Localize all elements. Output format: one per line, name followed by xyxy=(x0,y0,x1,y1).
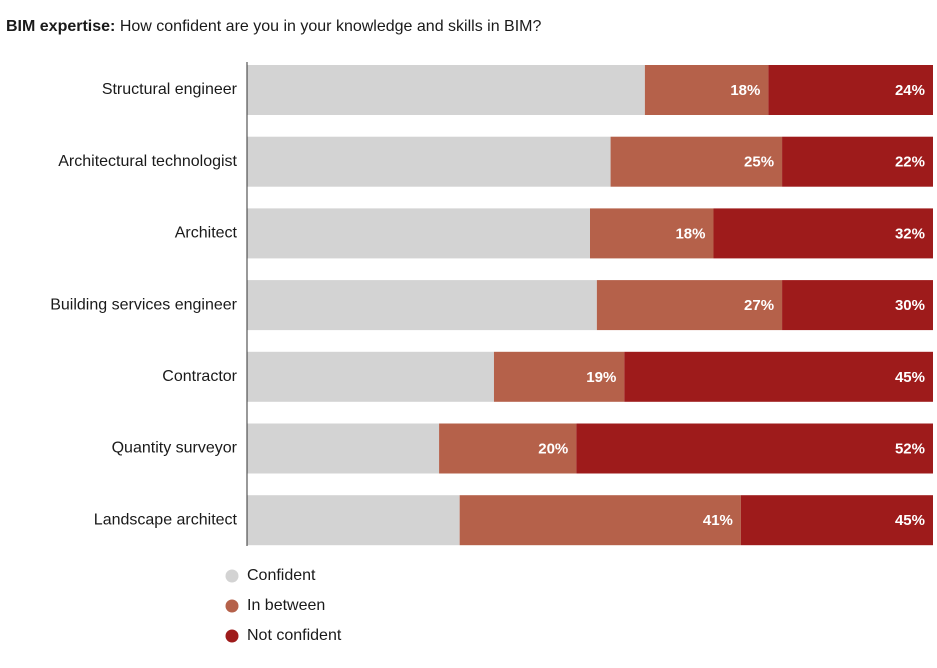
value-label: 30% xyxy=(895,297,925,314)
bar-segment xyxy=(782,280,933,331)
value-label: 22% xyxy=(895,154,925,171)
y-tick-label: Architect xyxy=(175,225,238,242)
bar-segment xyxy=(247,423,440,474)
y-tick-label: Architectural technologist xyxy=(58,153,237,170)
bar-segment xyxy=(493,351,625,402)
legend-label: Confident xyxy=(247,567,316,584)
bar-segment xyxy=(624,351,933,402)
title: BIM expertise: xyxy=(6,18,115,35)
legend-label: Not confident xyxy=(247,627,342,644)
value-label: 32% xyxy=(895,225,925,242)
bar-segment xyxy=(247,208,590,259)
bar-segment xyxy=(247,136,611,187)
value-label: 25% xyxy=(744,154,774,171)
legend-swatch xyxy=(225,569,239,583)
y-tick-label: Contractor xyxy=(162,368,237,385)
value-label: 20% xyxy=(538,440,568,457)
bar-segment xyxy=(439,423,577,474)
subtitle: How confident are you in your knowledge … xyxy=(120,18,542,35)
value-label: 19% xyxy=(586,369,616,386)
bar-segment xyxy=(247,65,645,115)
bar-segment xyxy=(590,208,714,259)
y-tick-label: Building services engineer xyxy=(50,296,237,313)
bar-segment xyxy=(768,65,933,115)
bar-segment xyxy=(740,495,933,546)
bar-segment xyxy=(576,423,933,474)
plot xyxy=(247,65,933,546)
legend-label: In between xyxy=(247,597,325,614)
value-label: 24% xyxy=(895,82,925,99)
bar-segment xyxy=(713,208,933,259)
bar-segment xyxy=(782,136,933,187)
bar-segment xyxy=(247,280,597,331)
legend-swatch xyxy=(225,629,239,643)
value-label: 52% xyxy=(895,440,925,457)
legend-swatch xyxy=(225,599,239,613)
value-label: 45% xyxy=(895,369,925,386)
value-label: 45% xyxy=(895,512,925,529)
value-label: 18% xyxy=(730,82,760,99)
value-label: 41% xyxy=(703,512,733,529)
bar-segment xyxy=(644,65,769,115)
chart-title: BIM expertise: How confident are you in … xyxy=(6,18,541,35)
bar-segment xyxy=(596,280,783,331)
y-tick-label: Quantity surveyor xyxy=(112,440,238,457)
value-label: 18% xyxy=(675,225,705,242)
y-tick-label: Landscape architect xyxy=(94,511,238,528)
value-label: 27% xyxy=(744,297,774,314)
bar-segment xyxy=(610,136,783,187)
y-tick-label: Structural engineer xyxy=(102,81,238,98)
bar-segment xyxy=(247,351,494,402)
bar-segment xyxy=(247,495,460,546)
bar-segment xyxy=(459,495,741,546)
